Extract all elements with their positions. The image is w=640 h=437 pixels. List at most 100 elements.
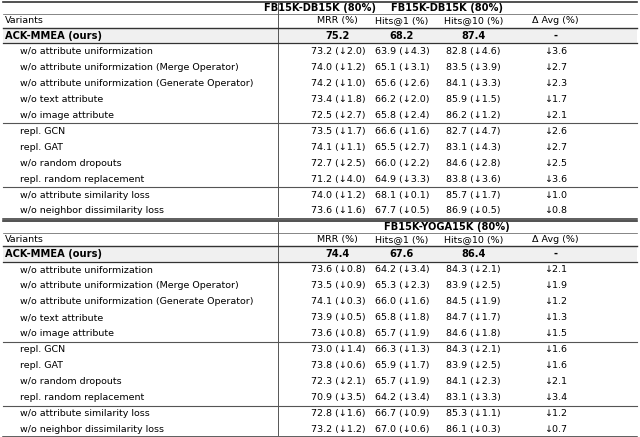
Text: 74.1 (↓0.3): 74.1 (↓0.3)	[310, 297, 365, 306]
Text: 74.2 (↓1.0): 74.2 (↓1.0)	[310, 79, 365, 88]
Text: 67.0 (↓0.6): 67.0 (↓0.6)	[374, 425, 429, 434]
Text: ↓0.8: ↓0.8	[544, 206, 567, 215]
Text: 84.6 (↓1.8): 84.6 (↓1.8)	[446, 329, 501, 338]
Text: 84.1 (↓2.3): 84.1 (↓2.3)	[446, 377, 501, 386]
Text: ↓2.3: ↓2.3	[544, 79, 567, 88]
Text: 83.8 (↓3.6): 83.8 (↓3.6)	[446, 174, 501, 184]
Text: 73.2 (↓2.0): 73.2 (↓2.0)	[310, 47, 365, 56]
Text: w/o attribute uniformization (Merge Operator): w/o attribute uniformization (Merge Oper…	[20, 63, 239, 72]
Text: 86.4: 86.4	[461, 249, 486, 259]
Text: ↓2.6: ↓2.6	[544, 127, 567, 136]
Text: 65.7 (↓1.9): 65.7 (↓1.9)	[374, 329, 429, 338]
Text: 74.1 (↓1.1): 74.1 (↓1.1)	[310, 142, 365, 152]
Text: Variants: Variants	[5, 235, 44, 244]
Text: ↓1.5: ↓1.5	[544, 329, 567, 338]
Text: Hits@1 (%): Hits@1 (%)	[375, 17, 429, 25]
Text: w/o attribute uniformization (Generate Operator): w/o attribute uniformization (Generate O…	[20, 79, 254, 88]
Text: 87.4: 87.4	[461, 31, 486, 41]
Text: 75.2: 75.2	[326, 31, 350, 41]
Text: w/o image attribute: w/o image attribute	[20, 111, 115, 120]
Text: FB15K-DB15K (80%): FB15K-DB15K (80%)	[264, 3, 376, 13]
Text: 85.7 (↓1.7): 85.7 (↓1.7)	[446, 191, 501, 200]
Text: ACK-MMEA (ours): ACK-MMEA (ours)	[5, 31, 102, 41]
Text: 63.9 (↓4.3): 63.9 (↓4.3)	[374, 47, 429, 56]
Text: ↓1.6: ↓1.6	[544, 345, 567, 354]
Text: 72.8 (↓1.6): 72.8 (↓1.6)	[310, 409, 365, 418]
Text: 67.6: 67.6	[390, 249, 414, 259]
Text: ↓2.1: ↓2.1	[544, 111, 567, 120]
Text: 85.9 (↓1.5): 85.9 (↓1.5)	[446, 95, 501, 104]
Text: ↓1.2: ↓1.2	[544, 409, 567, 418]
Text: ↓3.6: ↓3.6	[544, 47, 567, 56]
Text: repl. GCN: repl. GCN	[20, 127, 66, 136]
Text: -: -	[554, 31, 557, 41]
Text: 73.6 (↓0.8): 73.6 (↓0.8)	[310, 265, 365, 274]
Text: ↓1.2: ↓1.2	[544, 297, 567, 306]
Text: 65.8 (↓2.4): 65.8 (↓2.4)	[374, 111, 429, 120]
Text: FB15K-DB15K (80%): FB15K-DB15K (80%)	[390, 3, 503, 13]
Text: 66.0 (↓1.6): 66.0 (↓1.6)	[374, 297, 429, 306]
Text: w/o attribute uniformization (Generate Operator): w/o attribute uniformization (Generate O…	[20, 297, 254, 306]
Text: w/o text attribute: w/o text attribute	[20, 95, 104, 104]
Text: 64.9 (↓3.3): 64.9 (↓3.3)	[374, 174, 429, 184]
Text: Δ Avg (%): Δ Avg (%)	[532, 235, 579, 244]
Text: 74.0 (↓1.2): 74.0 (↓1.2)	[310, 63, 365, 72]
Text: 66.2 (↓2.0): 66.2 (↓2.0)	[374, 95, 429, 104]
Text: Variants: Variants	[5, 17, 44, 25]
Text: 82.8 (↓4.6): 82.8 (↓4.6)	[446, 47, 501, 56]
Text: w/o random dropouts: w/o random dropouts	[20, 377, 122, 386]
Text: 66.0 (↓2.2): 66.0 (↓2.2)	[374, 159, 429, 168]
Text: 84.7 (↓1.7): 84.7 (↓1.7)	[446, 313, 501, 323]
Text: w/o attribute uniformization: w/o attribute uniformization	[20, 47, 154, 56]
Text: 83.1 (↓3.3): 83.1 (↓3.3)	[446, 393, 501, 402]
Text: 82.7 (↓4.7): 82.7 (↓4.7)	[446, 127, 501, 136]
Text: repl. GAT: repl. GAT	[20, 361, 63, 370]
Text: 84.3 (↓2.1): 84.3 (↓2.1)	[446, 265, 501, 274]
Text: ↓2.7: ↓2.7	[544, 63, 567, 72]
Text: 72.7 (↓2.5): 72.7 (↓2.5)	[310, 159, 365, 168]
Text: ↓1.9: ↓1.9	[544, 281, 567, 291]
Text: -: -	[554, 249, 557, 259]
Bar	[3, 28, 637, 44]
Text: 65.8 (↓1.8): 65.8 (↓1.8)	[374, 313, 429, 323]
Text: 67.7 (↓0.5): 67.7 (↓0.5)	[374, 206, 429, 215]
Text: 86.1 (↓0.3): 86.1 (↓0.3)	[446, 425, 501, 434]
Text: repl. GCN: repl. GCN	[20, 345, 66, 354]
Text: 73.2 (↓1.2): 73.2 (↓1.2)	[310, 425, 365, 434]
Text: ↓3.4: ↓3.4	[544, 393, 567, 402]
Text: 65.3 (↓2.3): 65.3 (↓2.3)	[374, 281, 429, 291]
Text: w/o random dropouts: w/o random dropouts	[20, 159, 122, 168]
Text: 83.1 (↓4.3): 83.1 (↓4.3)	[446, 142, 501, 152]
Text: 83.9 (↓2.5): 83.9 (↓2.5)	[446, 281, 501, 291]
Text: 74.0 (↓1.2): 74.0 (↓1.2)	[310, 191, 365, 200]
Text: 65.6 (↓2.6): 65.6 (↓2.6)	[374, 79, 429, 88]
Text: 86.9 (↓0.5): 86.9 (↓0.5)	[446, 206, 501, 215]
Text: 86.2 (↓1.2): 86.2 (↓1.2)	[446, 111, 501, 120]
Text: MRR (%): MRR (%)	[317, 235, 358, 244]
Text: Hits@10 (%): Hits@10 (%)	[444, 17, 503, 25]
Text: 73.5 (↓0.9): 73.5 (↓0.9)	[310, 281, 365, 291]
Text: ↓2.5: ↓2.5	[544, 159, 567, 168]
Text: w/o neighbor dissimilarity loss: w/o neighbor dissimilarity loss	[20, 425, 164, 434]
Text: 65.5 (↓2.7): 65.5 (↓2.7)	[374, 142, 429, 152]
Text: 84.1 (↓3.3): 84.1 (↓3.3)	[446, 79, 501, 88]
Text: MRR (%): MRR (%)	[317, 17, 358, 25]
Text: 68.1 (↓0.1): 68.1 (↓0.1)	[374, 191, 429, 200]
Text: ↓1.3: ↓1.3	[544, 313, 567, 323]
Text: 64.2 (↓3.4): 64.2 (↓3.4)	[374, 265, 429, 274]
Text: ↓2.7: ↓2.7	[544, 142, 567, 152]
Text: w/o attribute uniformization (Merge Operator): w/o attribute uniformization (Merge Oper…	[20, 281, 239, 291]
Text: ↓2.1: ↓2.1	[544, 377, 567, 386]
Text: 71.2 (↓4.0): 71.2 (↓4.0)	[310, 174, 365, 184]
Text: 65.1 (↓3.1): 65.1 (↓3.1)	[374, 63, 429, 72]
Text: 65.9 (↓1.7): 65.9 (↓1.7)	[374, 361, 429, 370]
Text: w/o image attribute: w/o image attribute	[20, 329, 115, 338]
Text: w/o text attribute: w/o text attribute	[20, 313, 104, 323]
Text: 73.5 (↓1.7): 73.5 (↓1.7)	[310, 127, 365, 136]
Text: 66.7 (↓0.9): 66.7 (↓0.9)	[374, 409, 429, 418]
Text: 84.6 (↓2.8): 84.6 (↓2.8)	[446, 159, 501, 168]
Text: ↓1.7: ↓1.7	[544, 95, 567, 104]
Text: ↓1.6: ↓1.6	[544, 361, 567, 370]
Text: 73.0 (↓1.4): 73.0 (↓1.4)	[310, 345, 365, 354]
Text: FB15K-YOGA15K (80%): FB15K-YOGA15K (80%)	[384, 222, 509, 232]
